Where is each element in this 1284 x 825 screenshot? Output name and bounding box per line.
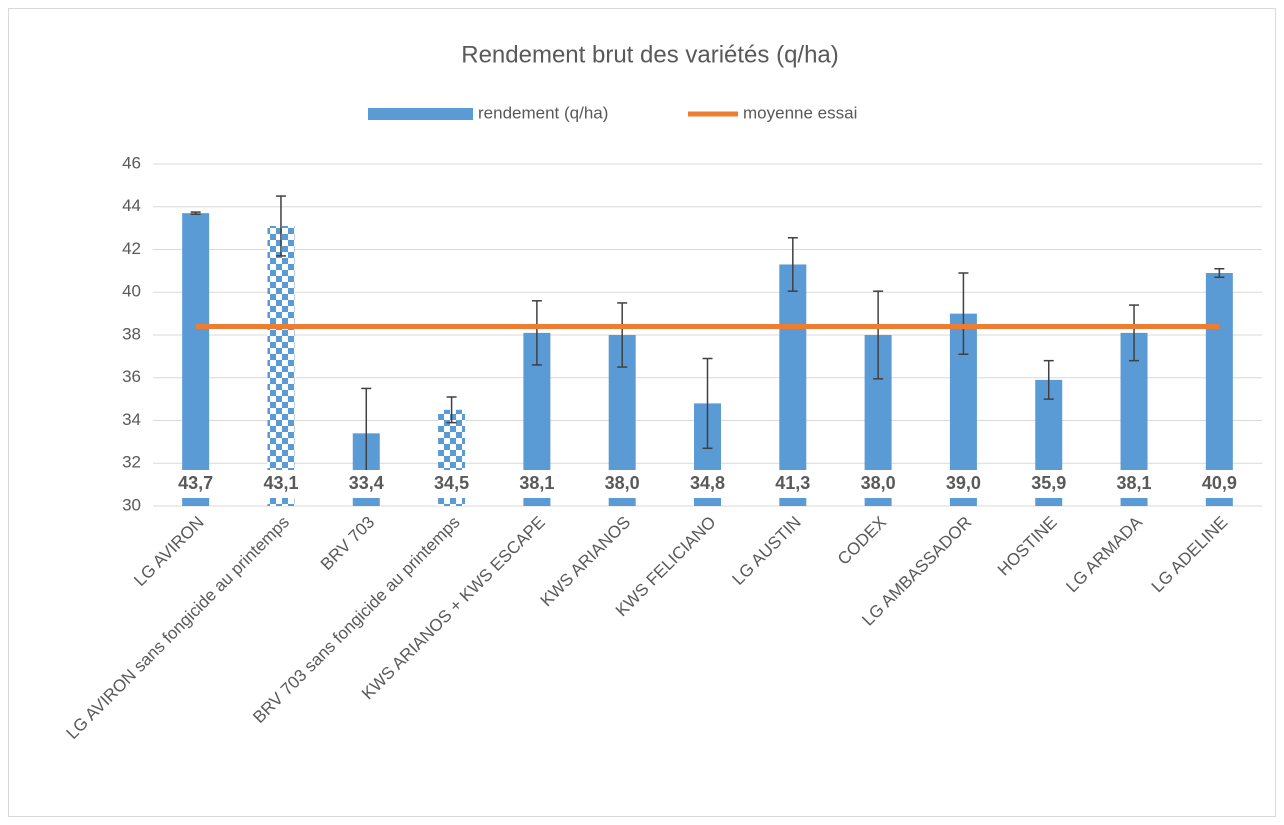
error-bar — [1214, 267, 1225, 279]
data-label-box — [340, 470, 393, 498]
data-label: 33,4 — [349, 473, 384, 493]
error-bar — [787, 236, 798, 292]
bar — [779, 264, 807, 506]
data-label: 34,8 — [690, 473, 725, 493]
error-bar — [446, 396, 457, 424]
error-bar — [617, 302, 628, 368]
error-bar — [531, 300, 542, 366]
data-label: 38,1 — [1117, 473, 1152, 493]
data-label: 43,7 — [178, 473, 213, 493]
data-label-box — [766, 470, 819, 498]
y-tick-label: 38 — [122, 324, 141, 343]
data-label-box — [937, 470, 990, 498]
y-tick-label: 36 — [122, 367, 141, 386]
data-label: 41,3 — [775, 473, 810, 493]
data-label: 35,9 — [1031, 473, 1066, 493]
y-tick-label: 34 — [122, 410, 141, 429]
data-label-box — [681, 470, 734, 498]
data-label: 39,0 — [946, 473, 981, 493]
legend-label: moyenne essai — [743, 103, 857, 122]
y-tick-label: 42 — [122, 239, 141, 258]
data-label-box — [169, 470, 222, 498]
error-bar — [873, 290, 884, 380]
y-tick-label: 40 — [122, 282, 141, 301]
chart-title: Rendement brut des variétés (q/ha) — [461, 41, 839, 68]
data-label-box — [425, 470, 478, 498]
chart-border — [8, 8, 1276, 817]
legend-label: rendement (q/ha) — [478, 103, 608, 122]
y-tick-label: 32 — [122, 453, 141, 472]
y-tick-label: 46 — [122, 153, 141, 172]
y-tick-label: 30 — [122, 495, 141, 514]
bar — [267, 225, 295, 507]
data-label-box — [1193, 470, 1246, 498]
data-label: 43,1 — [263, 473, 298, 493]
data-label: 40,9 — [1202, 473, 1237, 493]
y-tick-label: 44 — [122, 196, 141, 215]
error-bar — [1129, 304, 1140, 362]
bar — [182, 213, 210, 506]
data-label: 38,1 — [519, 473, 554, 493]
error-bar — [190, 211, 201, 215]
data-label: 34,5 — [434, 473, 469, 493]
data-label-box — [1108, 470, 1161, 498]
data-label-box — [596, 470, 649, 498]
error-bar — [958, 272, 969, 355]
data-label-box — [852, 470, 905, 498]
data-label-box — [254, 470, 307, 498]
error-bar — [702, 357, 713, 450]
data-label: 38,0 — [605, 473, 640, 493]
data-label: 38,0 — [861, 473, 896, 493]
error-bar — [1043, 359, 1054, 400]
error-bar — [275, 195, 286, 257]
legend-swatch — [368, 108, 473, 120]
data-label-box — [510, 470, 563, 498]
bar — [1205, 273, 1233, 506]
data-label-box — [1022, 470, 1075, 498]
